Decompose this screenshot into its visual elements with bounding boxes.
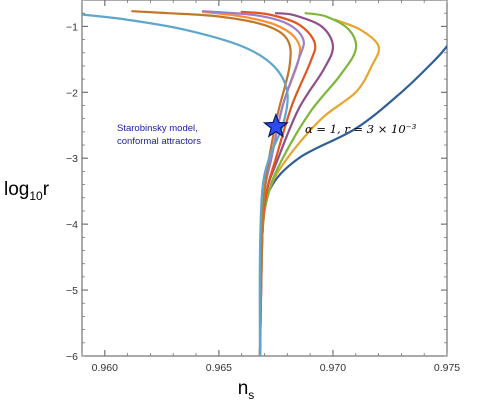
y-tick-label: −5 <box>66 285 78 297</box>
series-line-8 <box>132 11 290 356</box>
annotation-point: α = 1, r = 3 × 10⁻³ <box>305 122 417 136</box>
y-axis-title-tail: r <box>43 179 50 200</box>
series-line-7 <box>203 11 304 356</box>
x-tick-label: 0.975 <box>434 362 460 374</box>
x-axis-title: ns <box>238 378 255 402</box>
x-tick-label: 0.970 <box>320 362 346 374</box>
y-tick-label: −3 <box>66 153 78 165</box>
annotation-model-line1: Starobinsky model, <box>117 123 198 134</box>
y-tick-label: −1 <box>66 21 78 33</box>
y-tick-label: −4 <box>66 219 78 231</box>
series-line-6 <box>203 12 300 356</box>
x-tick-label: 0.960 <box>92 362 118 374</box>
annotation-model-line2: conformal attractors <box>117 136 201 147</box>
series-line-5 <box>242 12 316 356</box>
y-tick-label: −2 <box>66 87 78 99</box>
x-axis-title-main: n <box>238 378 249 399</box>
x-tick-label: 0.965 <box>206 362 232 374</box>
series-line-3 <box>260 13 356 356</box>
y-axis-title: log10r <box>4 179 50 203</box>
y-axis-title-main: log <box>4 179 29 200</box>
series-line-9 <box>82 15 288 357</box>
y-tick-label: −6 <box>66 351 78 363</box>
y-axis-title-sub: 10 <box>29 189 43 203</box>
series-lines <box>82 11 447 356</box>
x-axis-title-sub: s <box>248 388 254 402</box>
